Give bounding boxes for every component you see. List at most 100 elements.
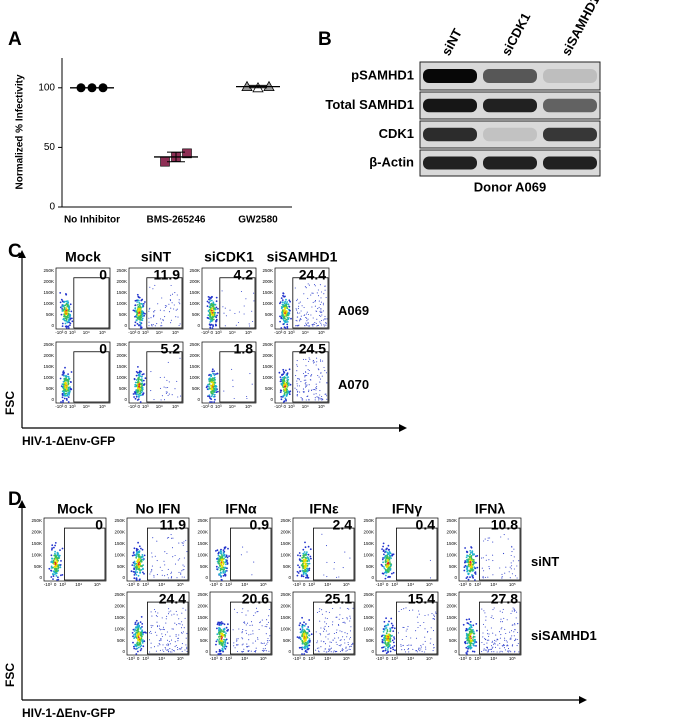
event-dot (511, 546, 513, 548)
event-dot (215, 565, 218, 568)
event-dot (298, 637, 300, 639)
event-dot (507, 645, 509, 647)
event-dot (225, 632, 227, 635)
event-dot (218, 635, 221, 638)
event-dot (62, 399, 64, 402)
event-dot (392, 571, 395, 574)
event-dot (233, 645, 235, 647)
event-dot (170, 610, 172, 612)
event-dot (282, 376, 285, 379)
event-dot (307, 318, 309, 320)
event-dot (149, 286, 151, 288)
event-dot (213, 381, 216, 384)
event-dot (266, 619, 268, 621)
event-dot (148, 321, 150, 323)
x-tick-label: 10⁴ (302, 330, 309, 335)
event-dot (179, 303, 181, 305)
event-dot (131, 564, 134, 566)
event-dot (467, 578, 470, 581)
event-dot (339, 607, 341, 609)
event-dot (487, 633, 489, 635)
event-dot (510, 554, 512, 557)
event-dot (137, 555, 140, 557)
event-dot (135, 314, 138, 317)
x-tick-label: 10⁵ (343, 656, 350, 661)
event-dot (283, 390, 285, 392)
event-dot (279, 376, 282, 378)
event-dot (224, 571, 227, 574)
event-dot (233, 642, 235, 644)
event-dot (308, 559, 310, 561)
event-dot (470, 559, 473, 562)
event-dot (299, 628, 302, 631)
event-dot (68, 388, 70, 391)
event-dot (255, 607, 258, 609)
event-dot (214, 398, 216, 401)
event-dot (488, 635, 490, 637)
event-dot (211, 383, 214, 386)
event-dot (148, 639, 151, 641)
row-label: CDK1 (379, 126, 414, 141)
event-dot (300, 574, 303, 577)
event-dot (55, 568, 58, 570)
event-dot (307, 553, 310, 556)
event-dot (301, 641, 304, 644)
event-dot (161, 633, 163, 635)
event-dot (511, 645, 514, 647)
event-dot (488, 633, 490, 635)
event-dot (348, 608, 350, 610)
event-dot (264, 644, 266, 647)
event-dot (207, 314, 210, 317)
event-dot (468, 618, 471, 621)
event-dot (216, 633, 219, 636)
event-dot (346, 617, 348, 619)
event-dot (308, 369, 310, 372)
event-dot (420, 648, 422, 650)
event-dot (476, 566, 479, 569)
event-dot (251, 383, 253, 385)
event-dot (134, 315, 136, 318)
x-tick-label: 10⁴ (83, 330, 90, 335)
event-dot (252, 320, 254, 323)
event-dot (139, 578, 141, 581)
x-tick-label: 10³ (288, 404, 295, 409)
event-dot (289, 300, 291, 303)
x-tick-label: 0 (210, 404, 213, 409)
event-dot (408, 648, 410, 650)
event-dot (219, 571, 222, 574)
y-tick-label: 100K (116, 375, 127, 380)
event-dot (476, 555, 479, 557)
event-dot (510, 630, 513, 632)
event-dot (304, 562, 307, 565)
event-dot (510, 568, 512, 570)
event-dot (183, 557, 185, 559)
event-dot (178, 324, 180, 327)
event-dot (325, 296, 327, 299)
event-dot (135, 370, 138, 373)
event-dot (470, 625, 473, 628)
event-dot (349, 620, 351, 622)
event-dot (71, 320, 74, 323)
gate (146, 277, 183, 329)
event-dot (246, 643, 248, 645)
event-dot (228, 555, 231, 557)
event-dot (410, 644, 412, 646)
event-dot (418, 613, 420, 615)
event-dot (302, 637, 305, 639)
event-dot (312, 317, 314, 319)
event-dot (165, 618, 167, 620)
blot-band (423, 69, 477, 83)
event-dot (472, 637, 474, 639)
event-dot (481, 608, 483, 610)
event-dot (296, 320, 298, 322)
event-dot (141, 373, 144, 376)
event-dot (66, 305, 69, 308)
event-dot (300, 310, 302, 312)
x-tick-label: 0 (210, 330, 213, 335)
event-dot (386, 630, 389, 633)
event-dot (150, 324, 153, 326)
y-tick-label: 0 (205, 575, 208, 580)
event-dot (282, 379, 285, 382)
event-dot (304, 639, 307, 642)
event-dot (298, 624, 301, 627)
